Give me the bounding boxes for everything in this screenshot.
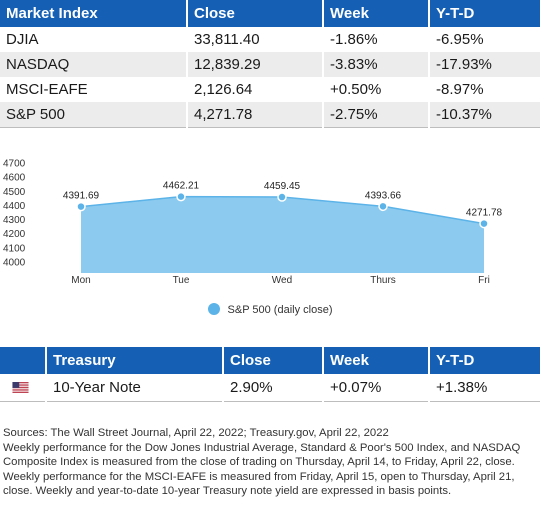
header-flag: [0, 347, 47, 374]
index-name: DJIA: [0, 27, 188, 52]
legend-marker-icon: [207, 303, 220, 315]
data-labels: 4391.69 4462.21 4459.45 4393.66 4271.78: [63, 181, 503, 219]
treasury-ytd: +1.38%: [429, 374, 540, 402]
header-week: Week: [323, 347, 430, 374]
index-ytd: -6.95%: [429, 27, 540, 52]
data-label: 4459.45: [264, 181, 301, 192]
data-label: 4271.78: [466, 208, 503, 219]
legend-label: S&P 500 (daily close): [227, 304, 333, 316]
index-week: +0.50%: [323, 77, 430, 102]
sources-note: Sources: The Wall Street Journal, April …: [3, 427, 389, 439]
index-ytd: -17.93%: [429, 52, 540, 77]
market-index-table: Market Index Close Week Y-T-D DJIA 33,81…: [0, 0, 540, 128]
sp500-area-chart: 4000 4100 4200 4300 4400 4500 4600 4700 4391.69…: [3, 159, 503, 287]
table-row: 10-Year Note 2.90% +0.07% +1.38%: [0, 374, 540, 402]
index-week: -1.86%: [323, 27, 430, 52]
table-row: MSCI-EAFE 2,126.64 +0.50% -8.97%: [0, 77, 540, 102]
x-tick-label: Tue: [173, 275, 190, 286]
y-axis: 4000 4100 4200 4300 4400 4500 4600 4700: [3, 159, 26, 269]
us-flag-icon: [12, 381, 29, 393]
data-points: [76, 191, 489, 229]
y-tick-label: 4600: [3, 173, 26, 184]
y-tick-label: 4200: [3, 229, 26, 240]
index-week: -2.75%: [323, 102, 430, 128]
x-tick-label: Wed: [272, 275, 292, 286]
index-close: 33,811.40: [187, 27, 324, 52]
treasury-table: Treasury Close Week Y-T-D 10-: [0, 347, 540, 402]
data-point: [277, 192, 287, 202]
header-treasury: Treasury: [46, 347, 224, 374]
data-point: [76, 201, 86, 212]
methodology-note: Weekly performance for the Dow Jones Ind…: [3, 441, 521, 498]
y-tick-label: 4400: [3, 201, 26, 212]
chart-legend: S&P 500 (daily close): [0, 303, 540, 316]
data-point: [378, 201, 388, 212]
index-close: 4,271.78: [187, 102, 324, 128]
index-name: NASDAQ: [0, 52, 188, 77]
treasury-week: +0.07%: [323, 374, 430, 402]
header-ytd: Y-T-D: [429, 347, 540, 374]
index-close: 2,126.64: [187, 77, 324, 102]
header-market-index: Market Index: [0, 0, 188, 27]
data-label: 4462.21: [163, 181, 200, 192]
index-name: MSCI-EAFE: [0, 77, 188, 102]
index-ytd: -10.37%: [429, 102, 540, 128]
y-tick-label: 4100: [3, 243, 26, 254]
header-ytd: Y-T-D: [429, 0, 540, 27]
header-week: Week: [323, 0, 430, 27]
index-ytd: -8.97%: [429, 77, 540, 102]
x-axis: Mon Tue Wed Thurs Fri: [71, 275, 490, 286]
y-tick-label: 4000: [3, 258, 26, 269]
series-area: [80, 195, 485, 273]
y-tick-label: 4500: [3, 187, 26, 198]
table-row: DJIA 33,811.40 -1.86% -6.95%: [0, 27, 540, 52]
treasury-name: 10-Year Note: [46, 374, 224, 402]
y-tick-label: 4700: [3, 159, 26, 170]
data-label: 4393.66: [365, 190, 402, 201]
header-close: Close: [187, 0, 324, 27]
x-tick-label: Fri: [478, 275, 490, 286]
table-row: NASDAQ 12,839.29 -3.83% -17.93%: [0, 52, 540, 77]
x-tick-label: Thurs: [370, 275, 396, 286]
data-point: [176, 191, 186, 202]
x-tick-label: Mon: [71, 275, 90, 286]
flag-cell: [0, 374, 47, 402]
index-close: 12,839.29: [187, 52, 324, 77]
data-point: [479, 218, 489, 229]
header-close: Close: [223, 347, 324, 374]
footnotes: Sources: The Wall Street Journal, April …: [3, 426, 539, 499]
area-fill: [81, 196, 484, 273]
index-name: S&P 500: [0, 102, 188, 128]
data-label: 4391.69: [63, 191, 100, 202]
index-week: -3.83%: [323, 52, 430, 77]
treasury-close: 2.90%: [223, 374, 324, 402]
market-table-header: Market Index Close Week Y-T-D: [0, 0, 540, 27]
y-tick-label: 4300: [3, 215, 26, 226]
treasury-table-header: Treasury Close Week Y-T-D: [0, 347, 540, 374]
table-row: S&P 500 4,271.78 -2.75% -10.37%: [0, 102, 540, 128]
